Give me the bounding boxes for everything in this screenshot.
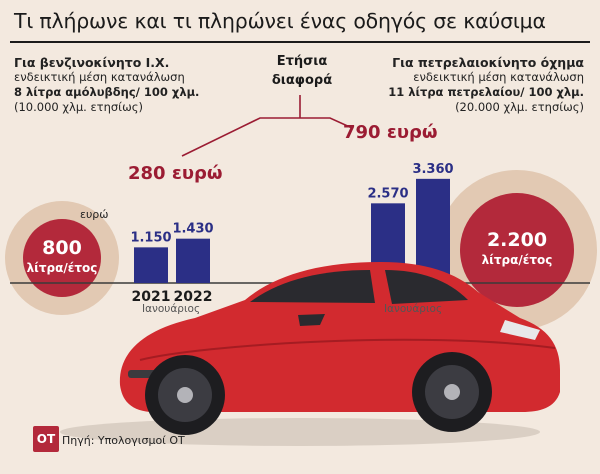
right-circle-label: 2.200 λίτρα/έτος	[467, 230, 567, 270]
left-year-label-2022: 2022	[174, 289, 213, 305]
right-info-line1: ενδεικτική μέση κατανάλωση	[413, 70, 584, 84]
left-circle-value: 800	[42, 237, 82, 259]
right-info-line3: (20.000 χλμ. ετησίως)	[455, 100, 584, 114]
right-info-block: Για πετρελαιοκίνητο όχημα ενδεικτική μέσ…	[388, 55, 584, 115]
annual-difference-line2: διαφορά	[271, 73, 333, 88]
left-bar-2021	[134, 247, 168, 283]
left-year-label-2021: 2021	[132, 289, 171, 305]
left-difference-value: 280 ευρώ	[128, 163, 223, 184]
ot-logo: OT	[33, 426, 59, 452]
left-bar-value-label-2021: 1.150	[130, 230, 171, 245]
right-info-line2: 11 λίτρα πετρελαίου/ 100 χλμ.	[388, 85, 584, 99]
right-month-label: Ιανουάριος	[384, 303, 443, 315]
left-unit-label: ευρώ	[80, 208, 109, 221]
left-bar-value-label-2022: 1.430	[172, 222, 213, 237]
left-info-line1: ενδεικτική μέση κατανάλωση	[14, 70, 185, 84]
left-circle-unit: λίτρα/έτος	[26, 261, 98, 275]
page-title: Τι πλήρωνε και τι πληρώνει ένας οδηγός σ…	[14, 9, 546, 33]
title-divider	[10, 41, 590, 43]
right-difference-value: 790 ευρώ	[343, 122, 438, 143]
left-info-line2: 8 λίτρα αμόλυβδης/ 100 χλμ.	[14, 85, 200, 99]
right-circle	[460, 193, 574, 307]
right-bar-value-label-2021: 2.570	[367, 186, 408, 201]
annual-difference-line1: Ετήσια	[276, 54, 328, 69]
annual-difference-heading: Ετήσια διαφορά	[232, 52, 372, 90]
right-circle-value: 2.200	[486, 229, 548, 251]
left-month-label: Ιανουάριος	[142, 303, 201, 315]
car-illustration	[60, 262, 560, 446]
source-note: Πηγή: Υπολογισμοί ΟΤ	[62, 434, 185, 447]
left-info-block: Για βενζινοκίνητο Ι.Χ. ενδεικτική μέση κ…	[14, 55, 199, 115]
left-info-heading: Για βενζινοκίνητο Ι.Χ.	[14, 55, 170, 70]
difference-bracket	[181, 117, 353, 157]
left-info-line3: (10.000 χλμ. ετησίως)	[14, 100, 143, 114]
left-circle	[23, 219, 101, 297]
left-circle-label: 800 λίτρα/έτος	[22, 238, 102, 278]
left-bar-2022	[176, 238, 210, 283]
right-info-heading: Για πετρελαιοκίνητο όχημα	[392, 55, 584, 70]
right-bar-value-label-2022: 3.360	[412, 162, 453, 177]
right-circle-unit: λίτρα/έτος	[481, 253, 553, 267]
